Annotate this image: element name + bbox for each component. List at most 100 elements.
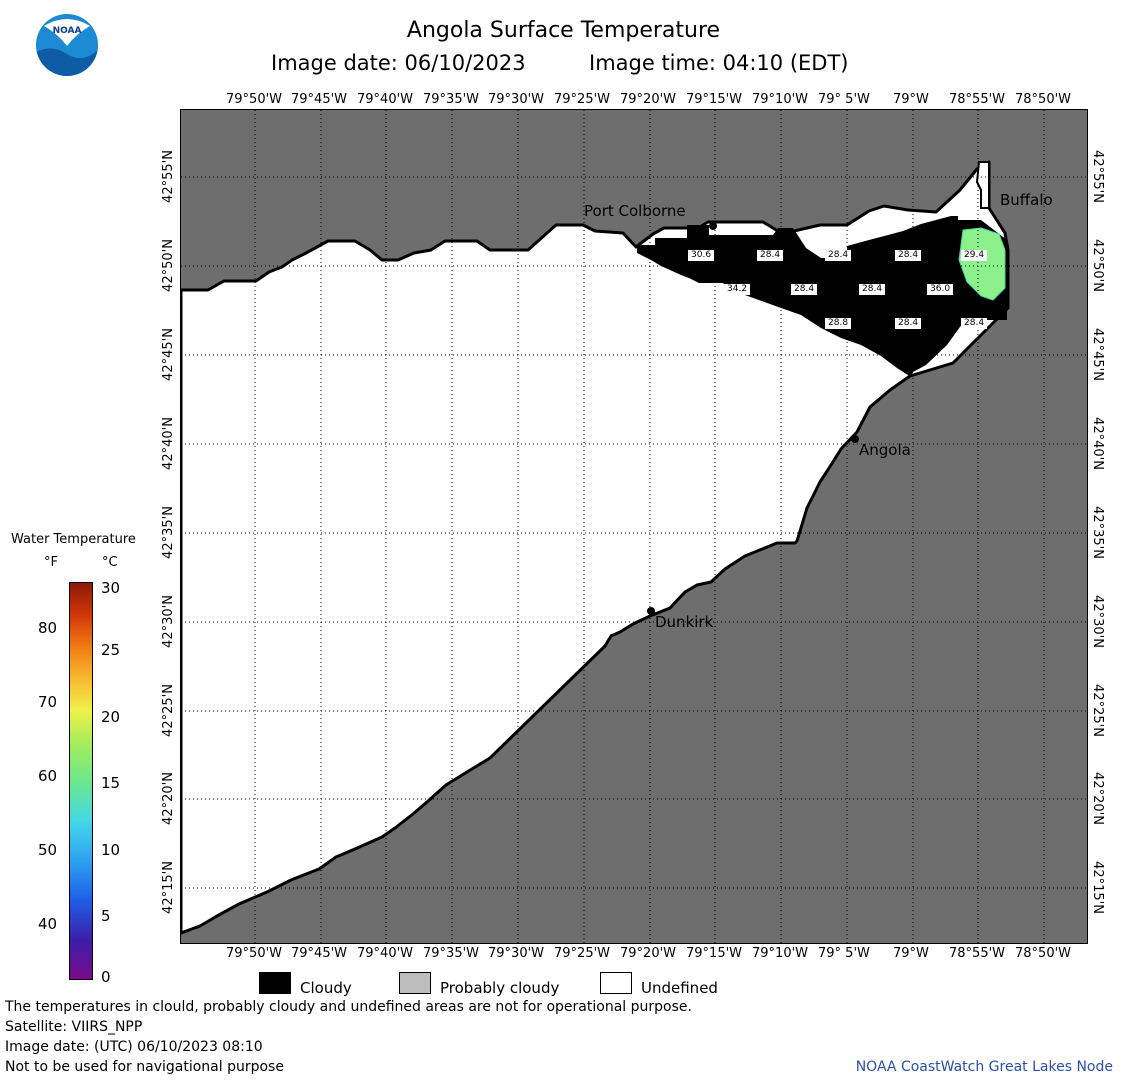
lat-label: 42°50'N [1089,239,1105,292]
image-date: Image date: 06/10/2023 [271,51,526,75]
c-tick: 5 [101,907,111,925]
lat-label: 42°25'N [160,684,176,737]
lat-label: 42°45'N [160,328,176,381]
key-probably-cloudy-swatch [399,972,431,994]
image-time: Image time: 04:10 (EDT) [589,51,849,75]
temp-label: 28.4 [791,284,818,295]
noaa-logo: NOAA [36,14,98,76]
angola-marker [851,435,859,443]
warm-water-patch [958,227,1006,301]
footer-disclaimer: The temperatures in clould, probably clo… [5,999,692,1015]
lat-label: 42°25'N [1089,684,1105,737]
lon-label: 79°40'W [357,92,414,107]
city-label-dunkirk: Dunkirk [655,613,714,631]
lon-label: 79°50'W [226,946,283,961]
lat-label: 42°15'N [1089,861,1105,914]
graticule [181,110,1087,943]
dunkirk-marker [647,607,655,615]
temperature-colorbar [69,582,93,980]
lat-label: 42°20'N [160,772,176,825]
page-title: Angola Surface Temperature [406,18,721,43]
unit-fahrenheit: °F [44,555,58,570]
temp-label: 28.4 [961,318,988,329]
lon-label: 78°55'W [949,946,1006,961]
lon-label: 79°25'W [554,92,611,107]
lon-label: 79°10'W [752,92,809,107]
lon-label: 79°45'W [291,946,348,961]
key-cloudy-swatch [259,972,291,994]
key-cloudy-label: Cloudy [300,979,352,997]
lat-label: 42°15'N [160,861,176,914]
legend-title: Water Temperature [11,532,136,547]
temp-label: 36.0 [927,284,954,295]
temp-label: 30.6 [688,250,715,261]
lon-label: 79°20'W [620,92,677,107]
lon-label: 78°50'W [1015,92,1072,107]
key-undefined-label: Undefined [641,979,718,997]
lon-label: 79° 5'W [818,92,870,107]
key-undefined-swatch [600,972,632,994]
port-colborne-marker [709,222,717,230]
c-tick: 0 [101,968,111,986]
c-tick: 25 [101,641,121,659]
lon-label: 78°55'W [949,92,1006,107]
temp-label: 28.4 [895,250,922,261]
footer-utc-date: Image date: (UTC) 06/10/2023 08:10 [5,1039,263,1055]
lat-label: 42°30'N [1089,595,1105,648]
lon-label: 79°30'W [488,92,545,107]
c-tick: 20 [101,708,121,726]
temp-label: 28.4 [825,250,852,261]
c-tick: 10 [101,841,121,859]
lat-label: 42°55'N [160,150,176,203]
city-label-port-colborne: Port Colborne [584,202,686,220]
lon-label: 79°25'W [554,946,611,961]
c-tick: 30 [101,579,121,597]
credit-link[interactable]: NOAA CoastWatch Great Lakes Node [855,1059,1113,1075]
lon-label: 79°10'W [752,946,809,961]
lon-label: 79°35'W [423,92,480,107]
c-tick: 15 [101,774,121,792]
lon-label: 79°15'W [686,92,743,107]
f-tick: 60 [38,767,58,785]
lon-label: 79°15'W [686,946,743,961]
temp-label: 34.2 [724,284,751,295]
f-tick: 40 [38,915,58,933]
map-area: 30.6 28.4 28.4 28.4 29.4 34.2 28.4 28.4 … [180,109,1088,944]
city-label-angola: Angola [859,441,911,459]
noaa-logo-text: NOAA [52,26,82,36]
lat-label: 42°40'N [160,417,176,470]
lat-label: 42°35'N [160,506,176,559]
lon-label: 79°50'W [226,92,283,107]
lat-label: 42°55'N [1089,150,1105,203]
f-tick: 70 [38,693,58,711]
f-tick: 80 [38,619,58,637]
lat-label: 42°30'N [160,595,176,648]
f-tick: 50 [38,841,58,859]
lat-label: 42°35'N [1089,506,1105,559]
temp-label: 28.4 [895,318,922,329]
lat-label: 42°50'N [160,239,176,292]
lon-label: 78°50'W [1015,946,1072,961]
lon-label: 79°W [893,92,929,107]
temp-label: 28.4 [757,250,784,261]
lon-label: 79°35'W [423,946,480,961]
temp-label: 29.4 [961,250,988,261]
lon-label: 79°45'W [291,92,348,107]
temp-label: 28.4 [859,284,886,295]
lon-label: 79°30'W [488,946,545,961]
unit-celsius: °C [102,555,118,570]
key-probably-cloudy-label: Probably cloudy [440,979,560,997]
lat-label: 42°20'N [1089,772,1105,825]
city-label-buffalo: Buffalo [1000,191,1053,209]
lon-label: 79°40'W [357,946,414,961]
lon-label: 79°20'W [620,946,677,961]
niagara-river [975,161,990,209]
lon-label: 79°W [893,946,929,961]
temp-label: 28.8 [825,318,852,329]
lat-label: 42°40'N [1089,417,1105,470]
map-svg [181,110,1087,943]
footer-navigation: Not to be used for navigational purpose [5,1059,284,1075]
lat-label: 42°45'N [1089,328,1105,381]
lon-label: 79° 5'W [818,946,870,961]
footer-satellite: Satellite: VIIRS_NPP [5,1019,143,1035]
